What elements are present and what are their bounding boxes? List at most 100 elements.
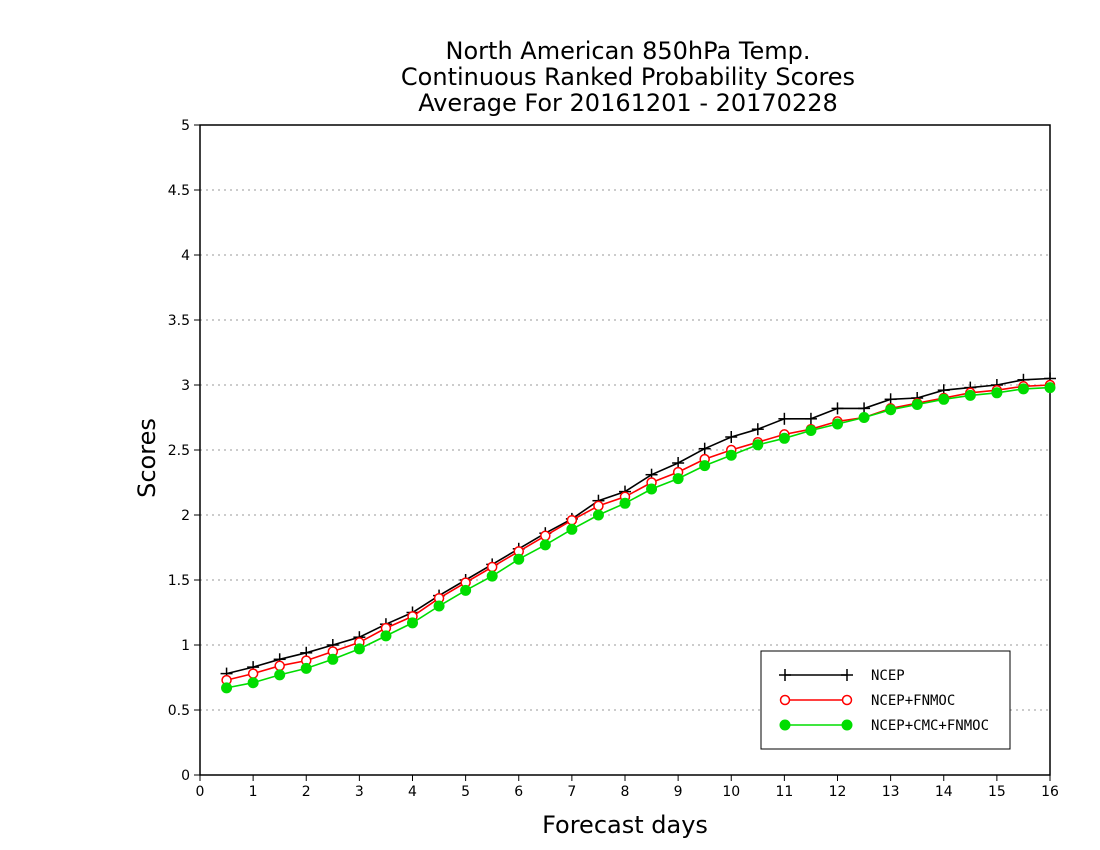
x-tick-label: 0 <box>196 784 205 800</box>
data-point-ncep-cmc-fnmoc <box>991 387 1003 399</box>
y-tick-label: 5 <box>181 118 190 134</box>
data-point-ncep <box>778 412 791 425</box>
y-tick-label: 3.5 <box>168 313 190 329</box>
series-line-ncep-cmc-fnmoc <box>226 386 1051 689</box>
y-tick-label: 2.5 <box>168 443 190 459</box>
y-tick-label: 0.5 <box>168 703 190 719</box>
x-tick-label: 6 <box>514 784 523 800</box>
chart-title-line-1: North American 850hPa Temp. <box>446 37 811 65</box>
data-point-ncep-fnmoc <box>566 514 578 526</box>
data-point-ncep <box>751 423 764 436</box>
legend-label: NCEP+CMC+FNMOC <box>871 718 989 734</box>
x-tick-label: 16 <box>1041 784 1059 800</box>
legend-item-ncep: NCEP <box>779 668 905 684</box>
chart-title-line-2: Continuous Ranked Probability Scores <box>401 63 855 91</box>
legend: NCEP NCEP+FNMOC NCEP+CMC+FNMOC <box>760 650 1011 750</box>
x-tick-label: 15 <box>988 784 1006 800</box>
data-point-ncep-cmc-fnmoc <box>353 643 365 655</box>
x-tick-label: 14 <box>935 784 953 800</box>
x-tick-label: 8 <box>621 784 630 800</box>
series-ncep <box>220 372 1056 680</box>
y-tick-label: 4.5 <box>168 183 190 199</box>
x-tick-label: 11 <box>775 784 793 800</box>
x-tick-label: 5 <box>461 784 470 800</box>
data-point-ncep-cmc-fnmoc <box>460 584 472 596</box>
series-line-ncep-fnmoc <box>226 384 1051 681</box>
data-series <box>220 372 1056 694</box>
data-point-ncep-cmc-fnmoc <box>858 412 870 423</box>
series-line-ncep <box>226 377 1051 675</box>
x-tick-label: 3 <box>355 784 364 800</box>
y-tick-label: 1.5 <box>168 573 190 589</box>
data-point-ncep-cmc-fnmoc <box>486 570 498 582</box>
legend-marker <box>779 719 791 731</box>
data-point-ncep-cmc-fnmoc <box>885 404 897 416</box>
data-point-ncep <box>804 412 817 425</box>
data-point-ncep <box>725 431 738 443</box>
x-tick-label: 1 <box>249 784 258 800</box>
data-point-ncep-cmc-fnmoc <box>1017 383 1029 395</box>
data-point-ncep-cmc-fnmoc <box>672 473 684 485</box>
data-point-ncep-cmc-fnmoc <box>964 389 976 401</box>
data-point-ncep-cmc-fnmoc <box>539 539 551 551</box>
legend-item-ncep-fnmoc: NCEP+FNMOC <box>779 693 955 709</box>
data-point-ncep-cmc-fnmoc <box>407 617 418 629</box>
data-point-ncep-cmc-fnmoc <box>699 460 711 472</box>
x-tick-label: 12 <box>829 784 847 800</box>
y-tick-label: 4 <box>181 248 190 264</box>
y-tick-label: 1 <box>181 638 190 654</box>
y-axis-title: Scores <box>133 418 161 498</box>
data-point-ncep-fnmoc <box>486 561 498 573</box>
legend-marker <box>779 694 791 706</box>
x-tick-label: 13 <box>882 784 900 800</box>
axis-ticks: 00.511.522.533.544.550 1 2 3 4 5 6 7 8 9 10 11 12 13 1… <box>168 118 1059 800</box>
data-point-ncep-fnmoc <box>274 660 285 672</box>
data-point-ncep-cmc-fnmoc <box>566 523 578 535</box>
legend-marker <box>841 669 853 681</box>
data-point-ncep-cmc-fnmoc <box>832 418 843 430</box>
data-point-ncep-cmc-fnmoc <box>592 509 604 521</box>
series-ncep-cmc-fnmoc <box>221 382 1056 694</box>
data-point-ncep-cmc-fnmoc <box>513 553 525 565</box>
data-point-ncep-cmc-fnmoc <box>300 662 312 674</box>
y-tick-label: 2 <box>181 508 190 524</box>
data-point-ncep-cmc-fnmoc <box>380 630 392 642</box>
x-tick-label: 10 <box>722 784 740 800</box>
x-tick-label: 7 <box>567 784 576 800</box>
data-point-ncep-cmc-fnmoc <box>327 653 339 665</box>
data-point-ncep-cmc-fnmoc <box>778 432 790 444</box>
data-point-ncep <box>698 442 711 455</box>
legend-marker <box>779 669 791 681</box>
data-point-ncep-fnmoc <box>540 530 551 542</box>
data-point-ncep-cmc-fnmoc <box>274 669 286 681</box>
data-point-ncep-cmc-fnmoc <box>221 682 233 694</box>
legend-item-ncep-cmc-fnmoc: NCEP+CMC+FNMOC <box>779 718 989 734</box>
legend-marker <box>841 694 853 706</box>
data-point-ncep-cmc-fnmoc <box>1044 382 1056 394</box>
legend-label: NCEP <box>871 668 905 684</box>
x-tick-label: 2 <box>302 784 311 800</box>
x-tick-label: 9 <box>674 784 683 800</box>
y-tick-label: 3 <box>181 378 190 394</box>
series-ncep-fnmoc <box>221 379 1056 686</box>
data-point-ncep-cmc-fnmoc <box>805 425 817 436</box>
y-tick-label: 0 <box>181 768 190 784</box>
chart-title-line-3: Average For 20161201 - 20170228 <box>418 89 838 117</box>
legend-label: NCEP+FNMOC <box>871 693 955 709</box>
x-axis-title: Forecast days <box>542 811 708 839</box>
data-point-ncep-cmc-fnmoc <box>433 600 445 612</box>
gridlines <box>200 189 1050 711</box>
data-point-ncep-cmc-fnmoc <box>619 497 631 509</box>
data-point-ncep-cmc-fnmoc <box>646 483 658 495</box>
data-point-ncep-cmc-fnmoc <box>911 399 923 410</box>
data-point-ncep <box>831 402 844 415</box>
data-point-ncep-cmc-fnmoc <box>938 393 950 405</box>
x-tick-label: 4 <box>408 784 417 800</box>
data-point-ncep-cmc-fnmoc <box>247 677 259 689</box>
data-point-ncep-fnmoc <box>593 500 604 512</box>
data-point-ncep-cmc-fnmoc <box>752 439 764 451</box>
data-point-ncep-cmc-fnmoc <box>725 449 737 461</box>
data-point-ncep-fnmoc <box>247 668 259 679</box>
legend-marker <box>841 719 853 731</box>
